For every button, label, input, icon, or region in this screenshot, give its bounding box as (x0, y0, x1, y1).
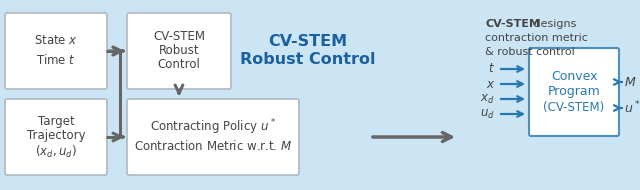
Text: $x$: $x$ (486, 78, 495, 90)
FancyBboxPatch shape (127, 13, 231, 89)
Text: Time $t$: Time $t$ (36, 53, 76, 67)
Text: CV-STEM: CV-STEM (268, 35, 348, 50)
Text: (CV-STEM): (CV-STEM) (543, 101, 605, 115)
Text: $(x_d, u_d)$: $(x_d, u_d)$ (35, 144, 77, 160)
Text: Robust: Robust (159, 44, 199, 58)
Text: contraction metric: contraction metric (485, 33, 588, 43)
Text: $M$: $M$ (624, 75, 636, 89)
Text: Robust Control: Robust Control (240, 51, 376, 66)
Text: Contracting Policy $u^*$: Contracting Policy $u^*$ (150, 117, 276, 137)
FancyBboxPatch shape (5, 13, 107, 89)
Text: $u^*$: $u^*$ (624, 100, 640, 116)
Text: designs: designs (530, 19, 577, 29)
Text: & robust control: & robust control (485, 47, 575, 57)
Text: $u_d$: $u_d$ (480, 108, 495, 120)
Text: Convex: Convex (551, 70, 597, 82)
FancyBboxPatch shape (127, 99, 299, 175)
Text: Program: Program (548, 86, 600, 98)
Text: Target: Target (38, 115, 74, 127)
Text: Control: Control (157, 59, 200, 71)
Text: CV-STEM: CV-STEM (485, 19, 540, 29)
FancyBboxPatch shape (529, 48, 619, 136)
Text: Trajectory: Trajectory (27, 128, 85, 142)
FancyBboxPatch shape (5, 99, 107, 175)
Text: $x_d$: $x_d$ (481, 93, 495, 106)
Text: $t$: $t$ (488, 63, 495, 75)
Text: CV-STEM: CV-STEM (153, 31, 205, 44)
Text: Contraction Metric w.r.t. $M$: Contraction Metric w.r.t. $M$ (134, 139, 292, 153)
Text: State $x$: State $x$ (34, 35, 78, 48)
